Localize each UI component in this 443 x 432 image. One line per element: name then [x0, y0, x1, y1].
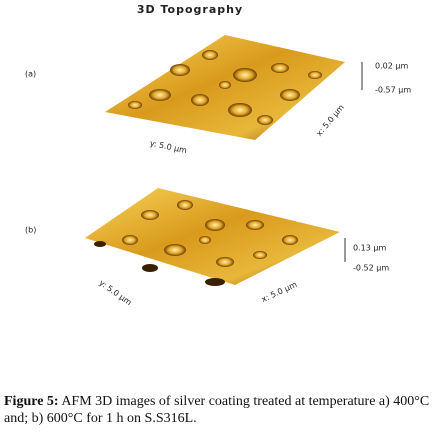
caption: Figure 5: AFM 3D images of silver coatin…	[4, 393, 440, 427]
panel-label: (a)	[25, 70, 36, 79]
z-max: 0.02 µm	[375, 62, 408, 71]
z-min: -0.52 µm	[353, 264, 389, 273]
caption-label: Figure 5:	[4, 394, 59, 409]
surface-pits	[94, 241, 225, 286]
y-axis-label: y: 5.0 µm	[97, 278, 133, 307]
z-min: -0.57 µm	[375, 86, 411, 95]
panel-label: (b)	[25, 226, 36, 235]
z-max: 0.13 µm	[353, 244, 386, 253]
caption-text: AFM 3D images of silver coating treated …	[4, 394, 430, 426]
figure-title: 3D Topography	[137, 3, 243, 16]
surface-texture	[128, 50, 322, 125]
surface	[85, 188, 340, 285]
x-axis-label: x: 5.0 µm	[260, 280, 299, 304]
y-axis-label: y: 5.0 µm	[149, 139, 188, 156]
surface-texture	[122, 200, 298, 267]
figure: 3D Topography (a) 0.02 µm -0.57 µm y: 5.…	[25, 3, 411, 307]
x-axis-label: x: 5.0 µm	[315, 103, 347, 138]
